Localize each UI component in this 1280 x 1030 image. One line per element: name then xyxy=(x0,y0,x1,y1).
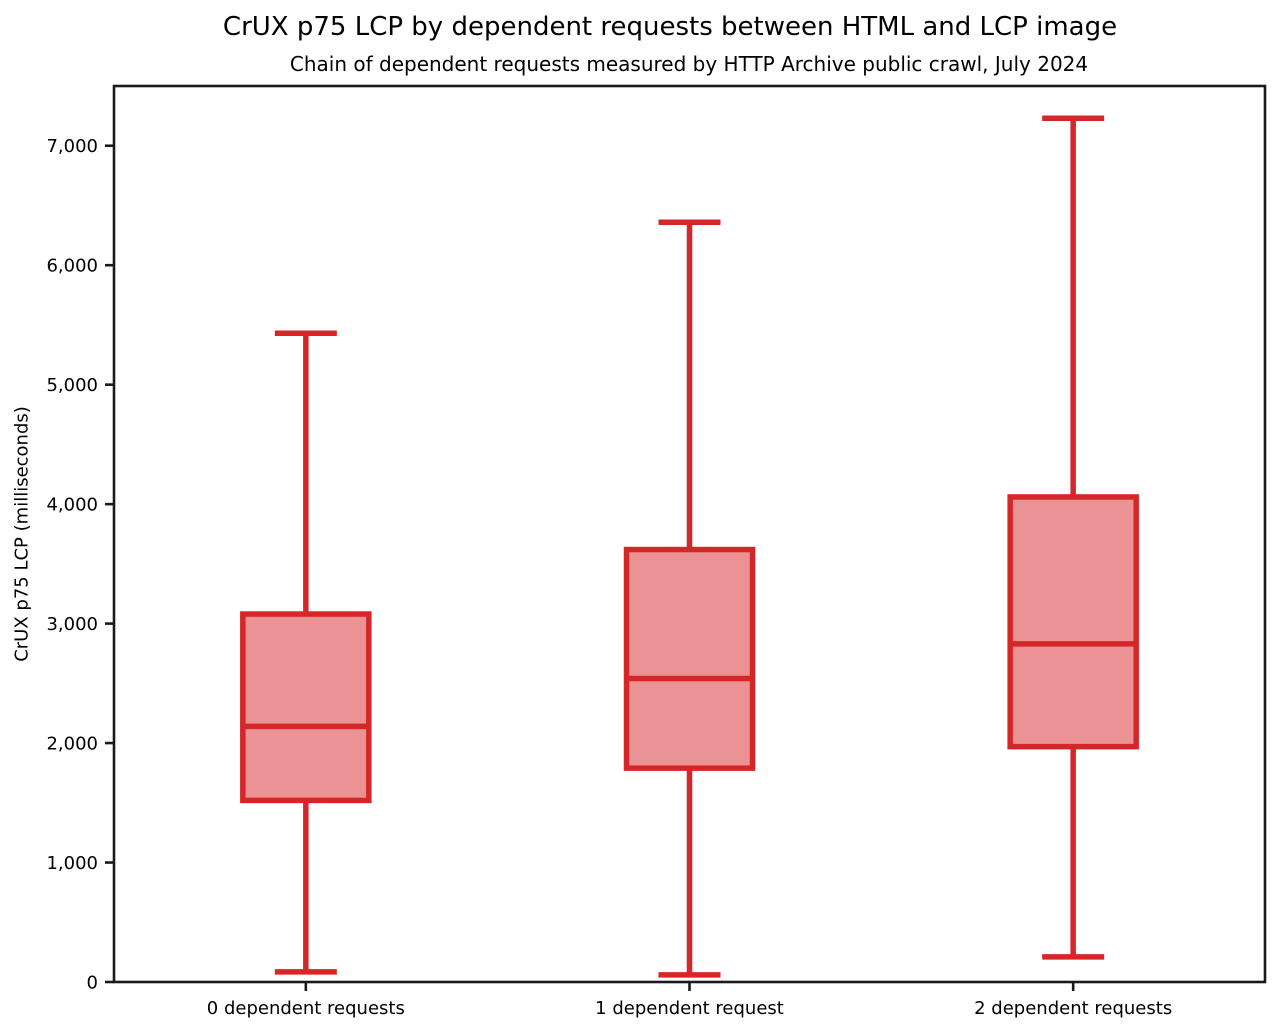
y-tick-label: 1,000 xyxy=(46,853,98,874)
y-tick-label: 6,000 xyxy=(46,256,98,277)
iqr-box xyxy=(1007,494,1139,750)
chart-subtitle: Chain of dependent requests measured by … xyxy=(289,52,1089,76)
y-tick-label: 7,000 xyxy=(46,136,98,157)
iqr-box xyxy=(623,546,756,771)
y-tick-label: 4,000 xyxy=(46,495,98,516)
iqr-box xyxy=(240,611,372,804)
y-tick-label: 2,000 xyxy=(46,734,98,755)
x-tick-label: 0 dependent requests xyxy=(207,998,405,1019)
x-tick-label: 1 dependent request xyxy=(595,998,784,1019)
y-tick-label: 0 xyxy=(87,973,98,994)
y-axis-label: CrUX p75 LCP (milliseconds) xyxy=(11,406,33,662)
x-tick-label: 2 dependent requests xyxy=(974,998,1172,1019)
y-tick-label: 3,000 xyxy=(46,614,98,635)
chart-title: CrUX p75 LCP by dependent requests betwe… xyxy=(222,12,1118,42)
y-tick-label: 5,000 xyxy=(46,375,98,396)
